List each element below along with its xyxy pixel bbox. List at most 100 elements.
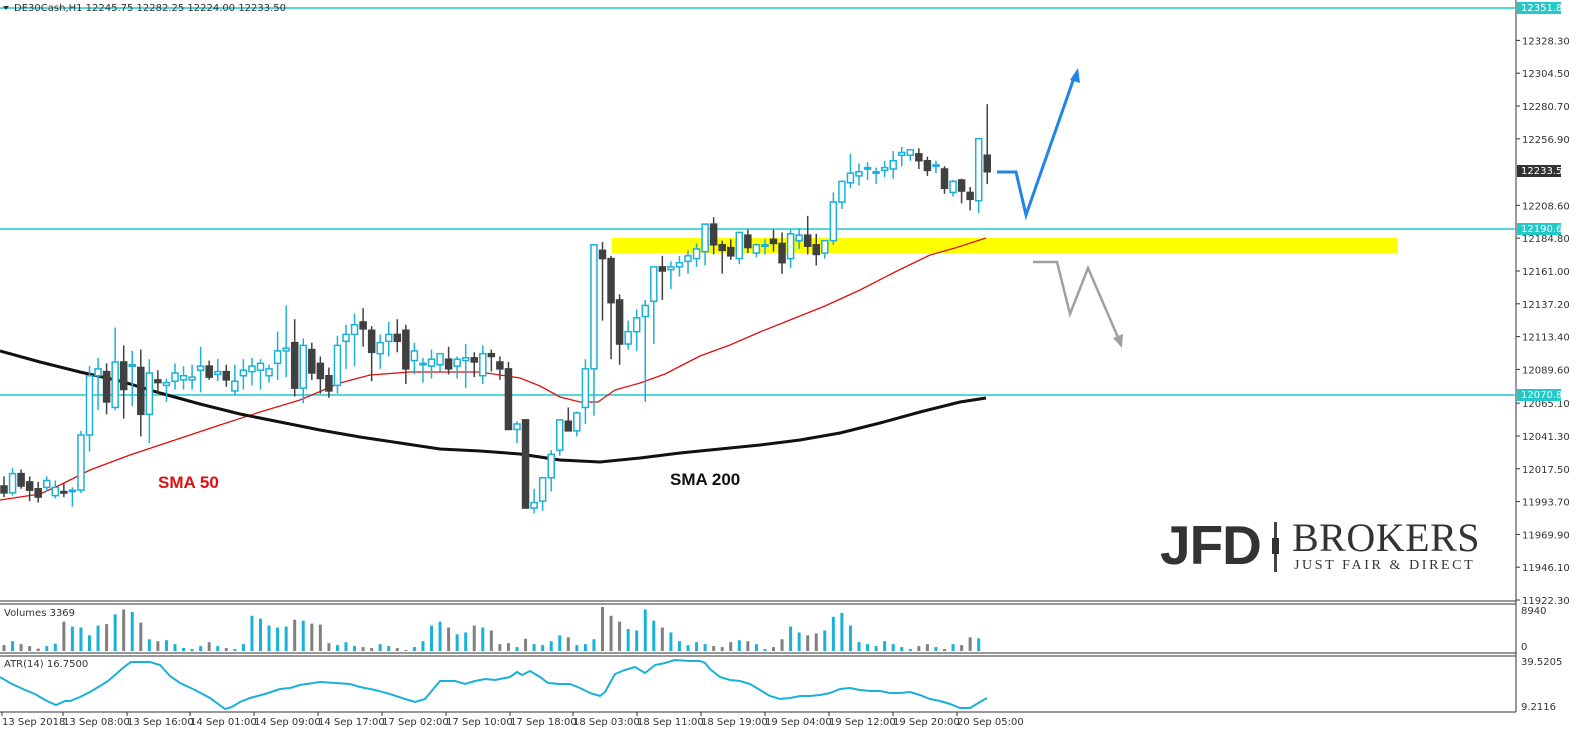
candle	[385, 321, 393, 357]
price-label-12351: 12351.80	[1521, 3, 1569, 14]
candle	[650, 266, 658, 345]
volume-bar	[395, 648, 399, 651]
volume-bar	[88, 635, 91, 651]
candle	[632, 309, 641, 351]
volume-bar	[45, 646, 49, 651]
volume-bar	[113, 614, 117, 651]
time-tick-label: 19 Sep 20:00	[893, 717, 960, 728]
candle	[641, 299, 649, 402]
volume-bar	[139, 622, 143, 651]
volume-bar	[36, 648, 40, 651]
candle	[393, 319, 402, 353]
volume-bar	[199, 646, 203, 651]
candle	[77, 430, 85, 493]
volume-bar	[53, 643, 57, 651]
price-tick-label: 12256.90	[1522, 135, 1570, 146]
volumes-label: Volumes 3369	[4, 608, 75, 619]
candle	[863, 162, 872, 181]
volume-bar	[763, 649, 767, 651]
candle	[590, 244, 598, 416]
price-tick-label: 12137.20	[1522, 300, 1570, 311]
volume-bar	[96, 625, 100, 651]
candle	[838, 180, 846, 209]
logo-brokers: BROKERS	[1292, 515, 1480, 560]
candle	[367, 326, 376, 382]
bullish-scenario-arrow	[997, 68, 1080, 221]
candle	[376, 334, 384, 369]
candle	[342, 324, 350, 369]
candle	[239, 359, 248, 390]
volume-bar	[968, 637, 972, 651]
volume-bar	[866, 644, 870, 651]
volume-bar	[156, 641, 160, 651]
volume-bar	[62, 621, 66, 651]
volume-bar	[789, 626, 793, 651]
price-axis[interactable]: 12328.30 12304.50 12280.70 12256.90 12208.60…	[1516, 36, 1570, 607]
candle	[718, 240, 726, 274]
candle	[761, 239, 769, 255]
volume-bar	[472, 625, 476, 651]
candle	[829, 192, 838, 245]
volume-bar	[951, 644, 955, 651]
volume-bar	[541, 645, 545, 651]
candle	[812, 233, 820, 266]
candle	[325, 367, 333, 398]
candle	[709, 217, 718, 255]
candle	[855, 163, 863, 186]
candle	[915, 148, 923, 169]
volume-bar	[977, 638, 981, 651]
candle	[889, 151, 897, 179]
volume-bar	[105, 624, 109, 651]
time-tick-label: 19 Sep 04:00	[765, 717, 832, 728]
time-tick-label: 18 Sep 11:00	[637, 717, 704, 728]
candle	[410, 342, 419, 375]
candle	[137, 349, 145, 437]
volume-bar	[669, 632, 673, 651]
volume-bar	[335, 645, 339, 651]
volume-bar	[489, 630, 493, 651]
volume-bar	[831, 616, 835, 651]
volume-bar	[250, 615, 254, 651]
candle	[487, 349, 496, 372]
candle	[290, 319, 299, 397]
sma200-label: SMA 200	[670, 470, 740, 489]
volume-bar	[318, 624, 322, 651]
price-tick-label: 12113.40	[1522, 333, 1570, 344]
volume-bar	[874, 646, 878, 651]
price-tick-label: 11969.90	[1522, 530, 1570, 541]
candle	[402, 324, 410, 385]
candle	[906, 148, 915, 161]
volume-bar	[772, 647, 775, 651]
candle	[479, 345, 487, 385]
candle	[974, 137, 983, 214]
candle	[111, 327, 119, 411]
candle	[119, 345, 128, 419]
volume-bar	[190, 649, 194, 651]
volume-bar	[848, 625, 852, 651]
volume-bar	[481, 627, 485, 651]
candle	[248, 357, 256, 386]
volume-bar	[421, 641, 425, 651]
volume-bar	[404, 650, 408, 651]
volume-bar	[686, 645, 690, 651]
dropdown-triangle-icon[interactable]	[3, 6, 9, 10]
time-tick-label: 17 Sep 10:00	[446, 717, 513, 728]
candle	[350, 313, 359, 367]
candle	[692, 243, 701, 267]
price-label-12070-bg	[1517, 389, 1561, 401]
candle	[436, 352, 444, 372]
volume-bar	[498, 644, 502, 651]
candle	[573, 411, 581, 437]
candle	[898, 146, 906, 167]
price-label-12190-bg	[1517, 223, 1561, 235]
volume-bar	[660, 627, 664, 651]
time-tick-label: 20 Sep 05:00	[957, 717, 1024, 728]
volume-bar	[2, 645, 6, 651]
candle	[461, 344, 470, 389]
volume-bar	[857, 642, 861, 651]
volume-bar	[276, 627, 280, 651]
volume-bar	[891, 644, 895, 651]
current-price-label: 12233.50	[1521, 166, 1569, 177]
